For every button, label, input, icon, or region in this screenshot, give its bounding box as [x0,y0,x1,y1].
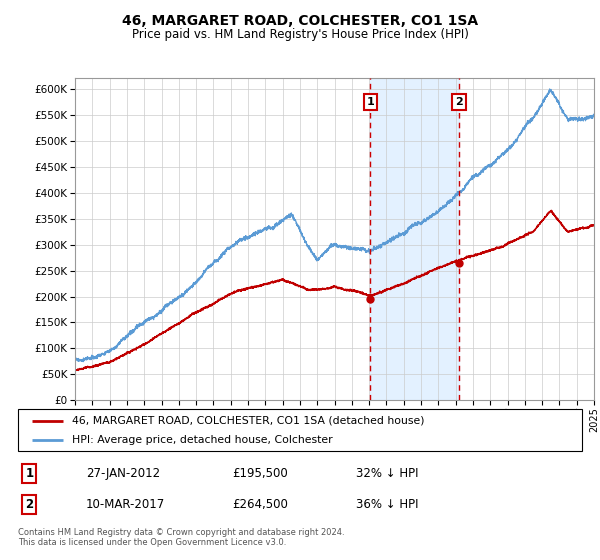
Text: 2: 2 [25,498,34,511]
Text: £195,500: £195,500 [232,466,288,480]
Text: 27-JAN-2012: 27-JAN-2012 [86,466,160,480]
Text: 1: 1 [367,97,374,107]
Text: Contains HM Land Registry data © Crown copyright and database right 2024.
This d: Contains HM Land Registry data © Crown c… [18,528,344,547]
Text: 36% ↓ HPI: 36% ↓ HPI [356,498,419,511]
Text: 10-MAR-2017: 10-MAR-2017 [86,498,165,511]
Text: 46, MARGARET ROAD, COLCHESTER, CO1 1SA: 46, MARGARET ROAD, COLCHESTER, CO1 1SA [122,14,478,28]
Text: £264,500: £264,500 [232,498,288,511]
Bar [370,78,459,400]
FancyBboxPatch shape [18,409,582,451]
Text: HPI: Average price, detached house, Colchester: HPI: Average price, detached house, Colc… [71,435,332,445]
Text: 46, MARGARET ROAD, COLCHESTER, CO1 1SA (detached house): 46, MARGARET ROAD, COLCHESTER, CO1 1SA (… [71,416,424,426]
Text: 1: 1 [25,466,34,480]
Text: Price paid vs. HM Land Registry's House Price Index (HPI): Price paid vs. HM Land Registry's House … [131,28,469,41]
Text: 2: 2 [455,97,463,107]
Text: 32% ↓ HPI: 32% ↓ HPI [356,466,419,480]
